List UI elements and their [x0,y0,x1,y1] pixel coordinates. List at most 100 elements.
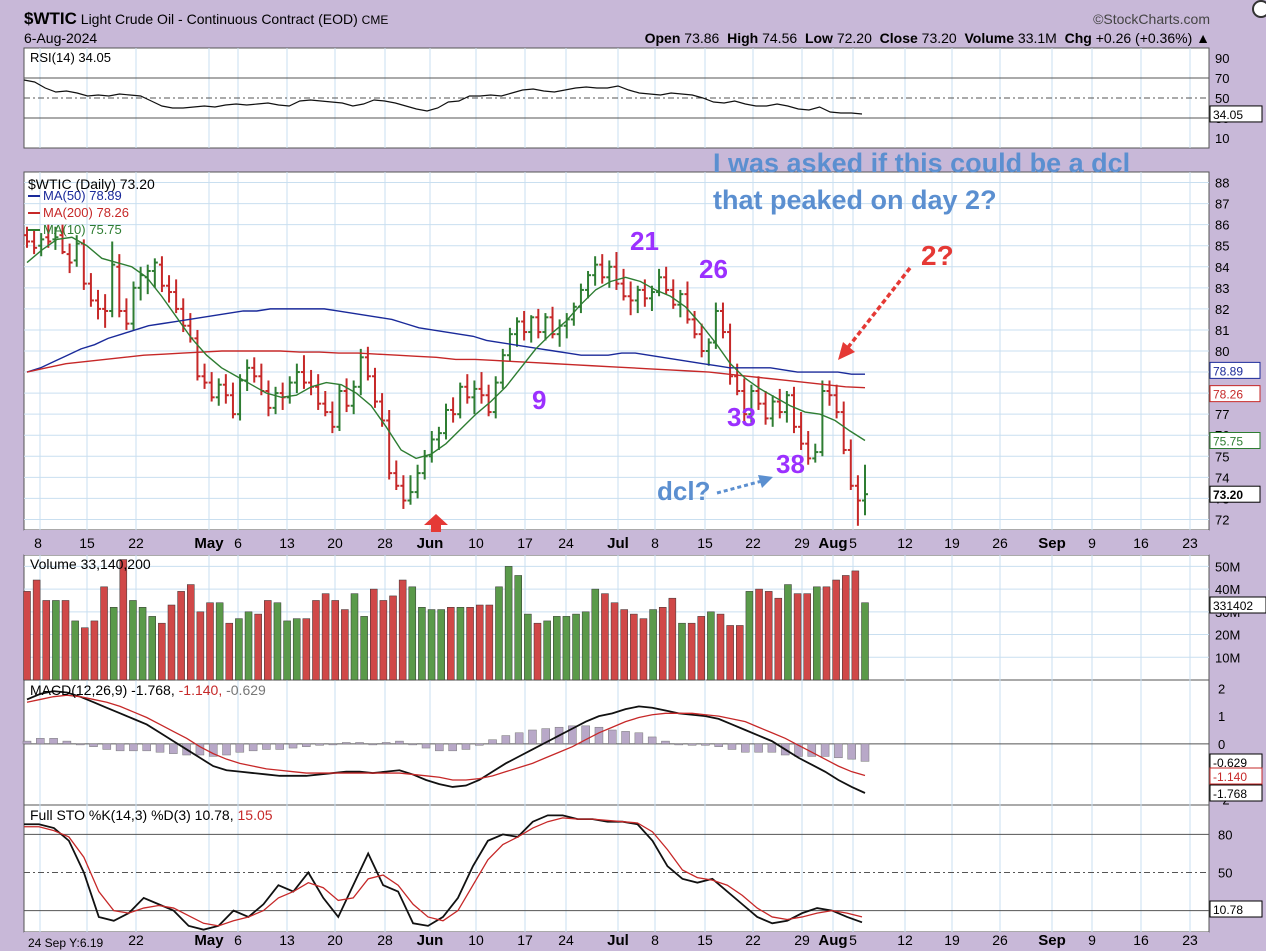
macd-hist-bar [514,732,524,745]
x-tick-label-bottom: 6 [234,932,242,948]
price-bar [847,439,854,490]
volume-bar [813,586,821,681]
macd-hist-bar [647,736,657,745]
x-tick-label: 13 [279,535,295,551]
x-tick-label: 6 [234,535,242,551]
volume-bar [158,622,166,681]
volume-bar [370,588,378,681]
price-bar [542,313,549,341]
price-bar [300,355,307,389]
volume-bar [514,575,522,681]
macd-tick: 0 [1218,737,1225,752]
x-tick-label-bottom: 22 [128,932,144,948]
macd-hist-bar [754,743,763,753]
price-bar [691,310,698,339]
instrument-name: Light Crude Oil - Continuous Contract (E… [80,11,358,27]
price-bar [798,412,805,450]
legend-entry: MA(200) 78.26 [43,205,129,220]
volume-bar [331,600,339,681]
macd-hist-bar [169,743,178,754]
x-tick-label-bottom: 12 [897,932,913,948]
price-bar [38,233,45,257]
price-bar [748,384,755,423]
x-tick-label: 22 [128,535,144,551]
cursor-readout: 24 Sep Y:6.19 [28,936,104,950]
price-bar [109,241,116,318]
open-value: 73.86 [684,30,720,46]
price-bar [521,310,528,341]
volume-bar [408,586,417,681]
price-bar [130,281,137,330]
macd-hist-bar [36,738,45,745]
macd-hist-bar [621,731,630,745]
volume-bar [524,613,532,681]
price-bar [194,329,201,381]
volume-bar [90,620,99,681]
macd-hist-bar [22,740,32,745]
volume-tick: 50M [1215,559,1240,574]
price-bar [265,380,272,417]
volume-bar [350,593,359,681]
macd-hist-bar [634,732,644,745]
symbol[interactable]: $WTIC [24,9,77,28]
x-tick-label-bottom: 15 [697,932,713,948]
x-tick-label: 15 [697,535,713,551]
cycle-count-26: 26 [699,254,728,284]
volume-bar [312,600,320,681]
x-tick-label: 24 [558,535,574,551]
volume-bar [235,618,243,681]
macd-hist-bar [435,743,444,752]
rsi-tick: 10 [1215,131,1229,146]
macd-hist-bar [155,743,165,753]
price-bar [45,224,52,248]
price-bar [322,391,329,417]
price-bar [478,372,485,404]
source-label[interactable]: ©StockCharts.com [1093,11,1210,27]
annotation-text-1: I was asked if this could be a dcl [713,148,1130,178]
price-bar [819,380,826,457]
volume-bar [389,595,397,681]
macd-hist-bar [687,743,697,746]
chart-date: 6-Aug-2024 [24,30,98,46]
chart-header: $WTIC Light Crude Oil - Continuous Contr… [24,8,1214,48]
macd-hist-bar [288,743,298,749]
x-tick-label-bottom: Aug [818,932,847,949]
price-bar [627,281,634,316]
price-bar [201,363,208,389]
price-bar [400,475,407,509]
volume-bar [668,597,677,681]
volume-bar [495,586,503,681]
legend-entry: MA(50) 78.89 [43,188,122,203]
price-bar [66,243,73,274]
price-bar [116,254,123,318]
volume-bar [851,570,860,681]
price-bar [251,357,258,383]
low-up-arrow [424,514,448,532]
price-bar [393,460,400,490]
cycle-count-33: 33 [727,402,756,432]
volume-bar [736,625,744,681]
macd-hist-bar [488,739,497,745]
macd-hist-bar [714,743,723,747]
macd-tag: -1.768 [1213,787,1247,801]
x-tick-label-bottom: 20 [327,932,343,948]
ohlc-readout: Open 73.86 High 74.56 Low 72.20 Close 73… [645,30,1210,46]
macd-hist-bar [727,743,737,750]
macd-hist-bar [395,740,404,745]
price-tick: 74 [1215,470,1229,485]
x-tick-label-bottom: May [194,932,224,949]
close-icon[interactable] [1252,0,1266,18]
price-bar [698,323,705,358]
x-tick-label-bottom: Jul [607,932,629,949]
price-bar [776,388,783,419]
macd-hist-bar [448,743,457,752]
volume-bar [543,620,551,681]
x-tick-label: 8 [651,535,659,551]
price-bar [762,391,769,425]
price-tick: 85 [1215,239,1229,254]
price-bar [151,258,158,288]
macd-hist-bar [475,743,484,746]
volume-bar [793,593,802,681]
exchange: CME [361,13,389,27]
price-bar [31,230,38,255]
